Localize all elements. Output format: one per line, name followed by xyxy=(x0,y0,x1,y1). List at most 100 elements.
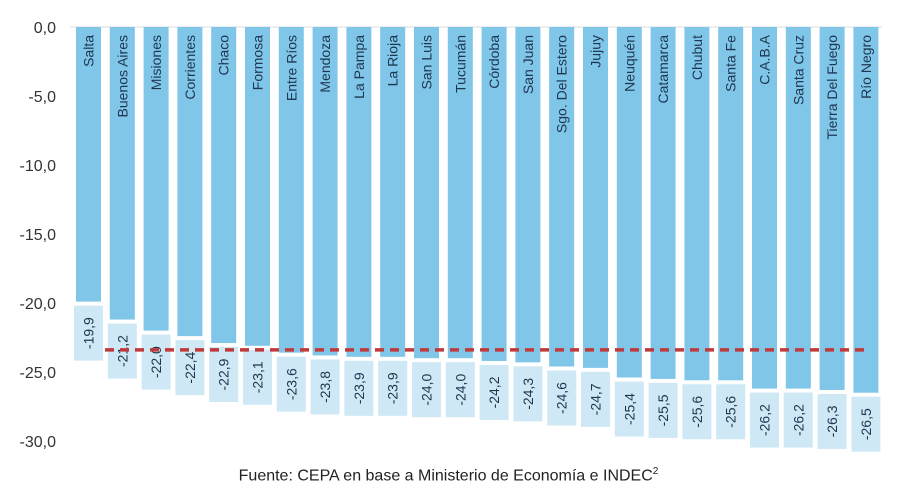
value-label-box xyxy=(344,360,374,416)
category-label: Río Negro xyxy=(858,35,874,99)
value-label: -23,9 xyxy=(385,372,401,404)
category-label: Salta xyxy=(81,35,97,67)
source-footnote: 2 xyxy=(652,466,659,477)
value-label: -24,0 xyxy=(419,374,435,406)
bar xyxy=(177,27,203,337)
bar xyxy=(616,27,642,378)
bar xyxy=(481,27,507,361)
y-tick-label: -10,0 xyxy=(20,158,57,175)
bar xyxy=(819,27,845,390)
bar xyxy=(447,27,473,359)
value-label-box xyxy=(682,384,712,440)
value-label: -22,9 xyxy=(216,358,232,390)
value-label-box xyxy=(581,371,610,427)
bar xyxy=(583,27,608,368)
value-label-box xyxy=(243,349,272,405)
value-label-box xyxy=(750,392,779,448)
category-label: Tierra Del Fuego xyxy=(824,35,840,140)
value-label-box xyxy=(445,362,475,418)
category-label: La Rioja xyxy=(385,35,401,87)
value-label-box xyxy=(378,360,408,416)
bar xyxy=(414,27,439,359)
bar xyxy=(515,27,541,363)
value-label-box xyxy=(547,370,577,426)
value-label-box xyxy=(479,364,509,420)
category-label: Misiones xyxy=(148,35,164,90)
category-label: La Pampa xyxy=(351,35,367,99)
value-label-box xyxy=(716,384,746,440)
bar xyxy=(278,27,304,353)
value-label: -26,2 xyxy=(790,404,806,436)
category-label: San Juan xyxy=(520,35,536,94)
category-label: Entre Ríos xyxy=(283,35,299,101)
value-label-box xyxy=(513,366,543,422)
category-label: Formosa xyxy=(250,35,266,90)
value-label-box xyxy=(141,334,171,390)
value-label-box xyxy=(310,359,340,415)
value-label: -24,0 xyxy=(452,374,468,406)
value-label-box xyxy=(614,381,644,437)
value-label-box xyxy=(209,347,239,403)
bar xyxy=(684,27,710,381)
source-text: Fuente: CEPA en base a Ministerio de Eco… xyxy=(238,467,653,485)
category-label: Neuquén xyxy=(621,35,637,92)
category-label: Sgo. Del Estero xyxy=(554,35,570,133)
y-tick-label: -30,0 xyxy=(20,434,57,451)
bar xyxy=(143,27,169,331)
y-tick-label: 0,0 xyxy=(34,20,56,37)
y-tick-label: -5,0 xyxy=(28,89,56,106)
value-label-box xyxy=(851,396,881,452)
category-label: San Luis xyxy=(419,35,435,89)
value-label: -23,8 xyxy=(317,371,333,403)
category-label: Córdoba xyxy=(486,35,502,89)
category-label: Jujuy xyxy=(588,35,604,68)
bar xyxy=(211,27,237,344)
bar xyxy=(752,27,777,389)
value-label: -22,0 xyxy=(148,346,164,378)
value-label: -26,5 xyxy=(858,408,874,440)
category-label: Catamarca xyxy=(655,35,671,104)
value-label: -26,3 xyxy=(824,405,840,437)
value-label-box xyxy=(276,356,306,412)
value-label: -24,3 xyxy=(520,378,536,410)
bar xyxy=(718,27,744,381)
value-label: -25,6 xyxy=(723,396,739,428)
category-label: Chaco xyxy=(216,35,232,76)
value-label: -23,6 xyxy=(283,368,299,400)
bar xyxy=(109,27,135,320)
value-label: -23,1 xyxy=(250,361,266,393)
category-label: Tucumán xyxy=(452,35,468,93)
y-tick-label: -25,0 xyxy=(20,365,57,382)
bar xyxy=(245,27,270,346)
source-note: Fuente: CEPA en base a Ministerio de Eco… xyxy=(0,466,897,485)
category-label: Santa Fe xyxy=(723,35,739,92)
value-label: -24,7 xyxy=(588,383,604,415)
category-label: Buenos Aires xyxy=(114,35,130,118)
value-label-box xyxy=(648,382,678,438)
value-label: -25,5 xyxy=(655,394,671,426)
bar xyxy=(312,27,338,356)
value-label: -24,2 xyxy=(486,376,502,408)
bar xyxy=(76,27,101,302)
value-label: -22,4 xyxy=(182,351,198,383)
bar xyxy=(380,27,406,357)
bar xyxy=(650,27,676,379)
value-label-box xyxy=(74,305,103,361)
value-label: -19,9 xyxy=(81,317,97,349)
bar xyxy=(853,27,879,393)
value-label: -24,6 xyxy=(554,382,570,414)
value-label-box xyxy=(412,362,441,418)
bar xyxy=(785,27,811,389)
category-label: C.A.B.A xyxy=(757,34,773,84)
category-label: Chubut xyxy=(689,35,705,80)
bar-chart: 0,0 -5,0 -10,0 -15,0 -20,0 -25,0 -30,0 Salta -19… xyxy=(20,20,882,452)
value-label-box xyxy=(817,393,847,449)
y-tick-label: -20,0 xyxy=(20,296,57,313)
bar xyxy=(346,27,372,357)
value-label: -25,4 xyxy=(621,393,637,425)
value-label: -26,2 xyxy=(757,404,773,436)
value-label: -23,9 xyxy=(351,372,367,404)
bar xyxy=(549,27,575,367)
y-tick-label: -15,0 xyxy=(20,227,57,244)
value-label: -25,6 xyxy=(689,396,705,428)
